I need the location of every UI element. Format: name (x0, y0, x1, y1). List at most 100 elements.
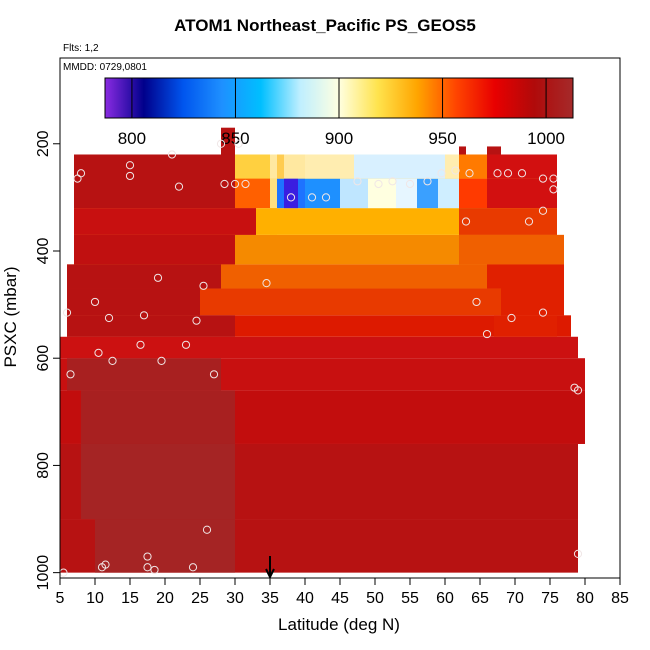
obs-point (549, 174, 558, 183)
heat-cell (459, 208, 557, 235)
y-tick-label: 600 (35, 345, 52, 372)
obs-point (286, 193, 296, 202)
x-tick-label: 50 (366, 590, 384, 607)
obs-point (209, 370, 219, 379)
y-tick-label: 400 (35, 238, 52, 265)
obs-point (461, 217, 471, 226)
obs-point (181, 340, 191, 349)
heat-cell (235, 178, 270, 209)
obs-point (262, 279, 271, 288)
obs-point (451, 166, 460, 175)
colorbar-tick-label: 900 (325, 129, 353, 148)
obs-point (538, 308, 548, 317)
colorbar: 800 850 900 950 1000 (104, 77, 574, 148)
x-tick-label: 10 (86, 590, 104, 607)
obs-point (104, 313, 114, 323)
obs-point (220, 179, 229, 189)
heat-cell (487, 264, 564, 289)
heat-cell (494, 315, 557, 337)
colorbar-tick-label: 950 (428, 129, 456, 148)
heat-cell (67, 315, 235, 337)
obs-point (192, 316, 201, 325)
heat-cell (74, 234, 235, 265)
heat-cell (74, 208, 256, 235)
obs-point (216, 139, 226, 148)
obs-point (573, 386, 583, 395)
x-tick-label: 5 (56, 590, 65, 607)
obs-point (199, 281, 208, 290)
heat-cell (270, 178, 277, 235)
heat-cell (487, 178, 557, 209)
x-tick-label: 70 (506, 590, 524, 607)
heat-cell (340, 178, 368, 209)
obs-point (423, 177, 432, 186)
heat-cell (487, 154, 557, 179)
heat-cell (221, 127, 235, 155)
obs-point (388, 177, 397, 186)
obs-point (549, 185, 558, 194)
x-tick-label: 65 (471, 590, 489, 607)
heat-cell (74, 154, 235, 209)
obs-point (465, 169, 474, 178)
obs-point (517, 169, 527, 178)
x-tick-label: 85 (611, 590, 629, 607)
obs-point (108, 356, 117, 365)
heat-cell (60, 336, 578, 359)
obs-point (374, 179, 383, 189)
obs-point (307, 193, 317, 202)
heat-cell (95, 519, 235, 573)
obs-point (143, 563, 152, 572)
obs-point (150, 565, 159, 575)
obs-point (66, 370, 75, 379)
colorbar-tick-label: 1000 (527, 129, 565, 148)
obs-point (538, 174, 548, 183)
heat-cell (81, 390, 235, 444)
heat-cell (67, 288, 200, 316)
colorbar-tick-label: 800 (118, 129, 146, 148)
heat-cell (459, 234, 564, 265)
obs-point (353, 177, 362, 186)
heat-cell (501, 288, 564, 316)
x-tick-label: 35 (261, 590, 279, 607)
heat-cell (417, 178, 438, 209)
y-tick-label: 800 (35, 452, 52, 479)
x-tick-label: 15 (121, 590, 139, 607)
heat-cell (277, 154, 284, 179)
x-tick-label: 60 (436, 590, 454, 607)
obs-point (94, 348, 103, 357)
obs-point (437, 169, 446, 178)
obs-point (188, 563, 198, 572)
x-tick-label: 75 (541, 590, 559, 607)
obs-point (101, 560, 110, 569)
obs-point (136, 340, 145, 349)
obs-point (143, 552, 152, 561)
obs-point (472, 297, 481, 307)
obs-point (538, 206, 548, 215)
x-tick-label: 55 (401, 590, 419, 607)
obs-point (157, 356, 166, 365)
obs-point (90, 297, 100, 307)
latitude-arrow-head (265, 568, 275, 580)
obs-point (125, 171, 135, 181)
obs-point (167, 150, 177, 159)
x-tick-label: 30 (226, 590, 244, 607)
obs-point (524, 217, 534, 226)
x-tick-label: 40 (296, 590, 314, 607)
obs-point (153, 273, 163, 282)
obs-point (241, 179, 250, 189)
chart-title: ATOM1 Northeast_Pacific PS_GEOS5 (174, 16, 476, 35)
y-tick-label: 1000 (35, 555, 52, 591)
heat-cell (487, 146, 501, 155)
heatmap-layer (60, 127, 585, 573)
obs-point (139, 311, 149, 320)
heat-cell (459, 146, 466, 155)
obs-point (573, 549, 583, 558)
obs-point (174, 182, 184, 191)
obs-point (62, 308, 72, 317)
mmdd-label: MMDD: 0729,0801 (63, 62, 147, 73)
obs-point (125, 161, 135, 170)
obs-point (507, 313, 516, 323)
heat-cell (396, 178, 417, 209)
heat-cell (67, 358, 221, 391)
heat-cell (354, 154, 445, 179)
